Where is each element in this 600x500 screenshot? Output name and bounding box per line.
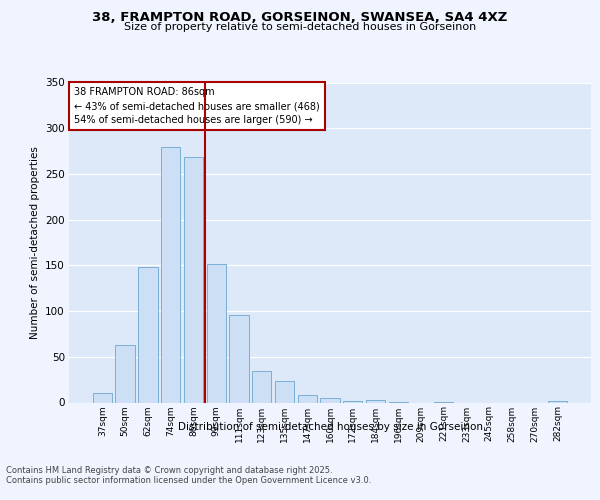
- Bar: [93, 394, 112, 402]
- Bar: [366, 400, 385, 402]
- Bar: [184, 158, 203, 402]
- Bar: [229, 314, 248, 402]
- Bar: [343, 400, 362, 402]
- Bar: [548, 400, 567, 402]
- Bar: [206, 264, 226, 402]
- Bar: [275, 382, 294, 402]
- Bar: [298, 395, 317, 402]
- Bar: [252, 370, 271, 402]
- Text: Distribution of semi-detached houses by size in Gorseinon: Distribution of semi-detached houses by …: [178, 422, 482, 432]
- Text: Contains public sector information licensed under the Open Government Licence v3: Contains public sector information licen…: [6, 476, 371, 485]
- Bar: [115, 345, 135, 403]
- Y-axis label: Number of semi-detached properties: Number of semi-detached properties: [29, 146, 40, 339]
- Bar: [138, 267, 158, 402]
- Text: Contains HM Land Registry data © Crown copyright and database right 2025.: Contains HM Land Registry data © Crown c…: [6, 466, 332, 475]
- Bar: [320, 398, 340, 402]
- Text: Size of property relative to semi-detached houses in Gorseinon: Size of property relative to semi-detach…: [124, 22, 476, 32]
- Text: 38, FRAMPTON ROAD, GORSEINON, SWANSEA, SA4 4XZ: 38, FRAMPTON ROAD, GORSEINON, SWANSEA, S…: [92, 11, 508, 24]
- Bar: [161, 146, 181, 402]
- Text: 38 FRAMPTON ROAD: 86sqm
← 43% of semi-detached houses are smaller (468)
54% of s: 38 FRAMPTON ROAD: 86sqm ← 43% of semi-de…: [74, 88, 320, 126]
